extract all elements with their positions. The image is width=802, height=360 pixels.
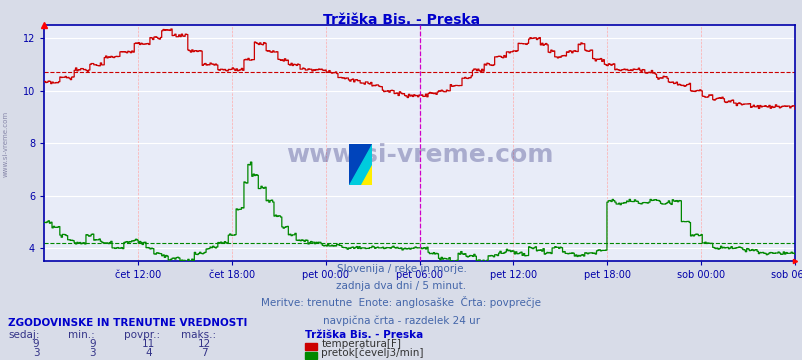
- Text: zadnja dva dni / 5 minut.: zadnja dva dni / 5 minut.: [336, 281, 466, 291]
- Text: ZGODOVINSKE IN TRENUTNE VREDNOSTI: ZGODOVINSKE IN TRENUTNE VREDNOSTI: [8, 318, 247, 328]
- Polygon shape: [360, 165, 371, 185]
- Polygon shape: [349, 144, 371, 185]
- Text: 3: 3: [89, 348, 95, 359]
- Text: 12: 12: [198, 339, 211, 350]
- Text: pretok[čevelj3/min]: pretok[čevelj3/min]: [321, 348, 423, 359]
- Text: Slovenija / reke in morje.: Slovenija / reke in morje.: [336, 264, 466, 274]
- Text: povpr.:: povpr.:: [124, 330, 160, 341]
- Text: min.:: min.:: [68, 330, 95, 341]
- Text: 4: 4: [145, 348, 152, 359]
- Text: Tržiška Bis. - Preska: Tržiška Bis. - Preska: [305, 330, 423, 341]
- Text: www.si-vreme.com: www.si-vreme.com: [2, 111, 9, 177]
- Text: 11: 11: [142, 339, 155, 350]
- Text: 7: 7: [201, 348, 208, 359]
- Text: 9: 9: [33, 339, 39, 350]
- Text: 9: 9: [89, 339, 95, 350]
- Text: navpična črta - razdelek 24 ur: navpična črta - razdelek 24 ur: [322, 315, 480, 326]
- Text: temperatura[F]: temperatura[F]: [321, 339, 401, 350]
- Text: maks.:: maks.:: [180, 330, 216, 341]
- Text: Meritve: trenutne  Enote: anglosaške  Črta: povprečje: Meritve: trenutne Enote: anglosaške Črta…: [261, 296, 541, 309]
- Polygon shape: [349, 144, 371, 185]
- Text: 3: 3: [33, 348, 39, 359]
- Text: sedaj:: sedaj:: [8, 330, 39, 341]
- Text: www.si-vreme.com: www.si-vreme.com: [286, 143, 553, 167]
- Text: Tržiška Bis. - Preska: Tržiška Bis. - Preska: [322, 13, 480, 27]
